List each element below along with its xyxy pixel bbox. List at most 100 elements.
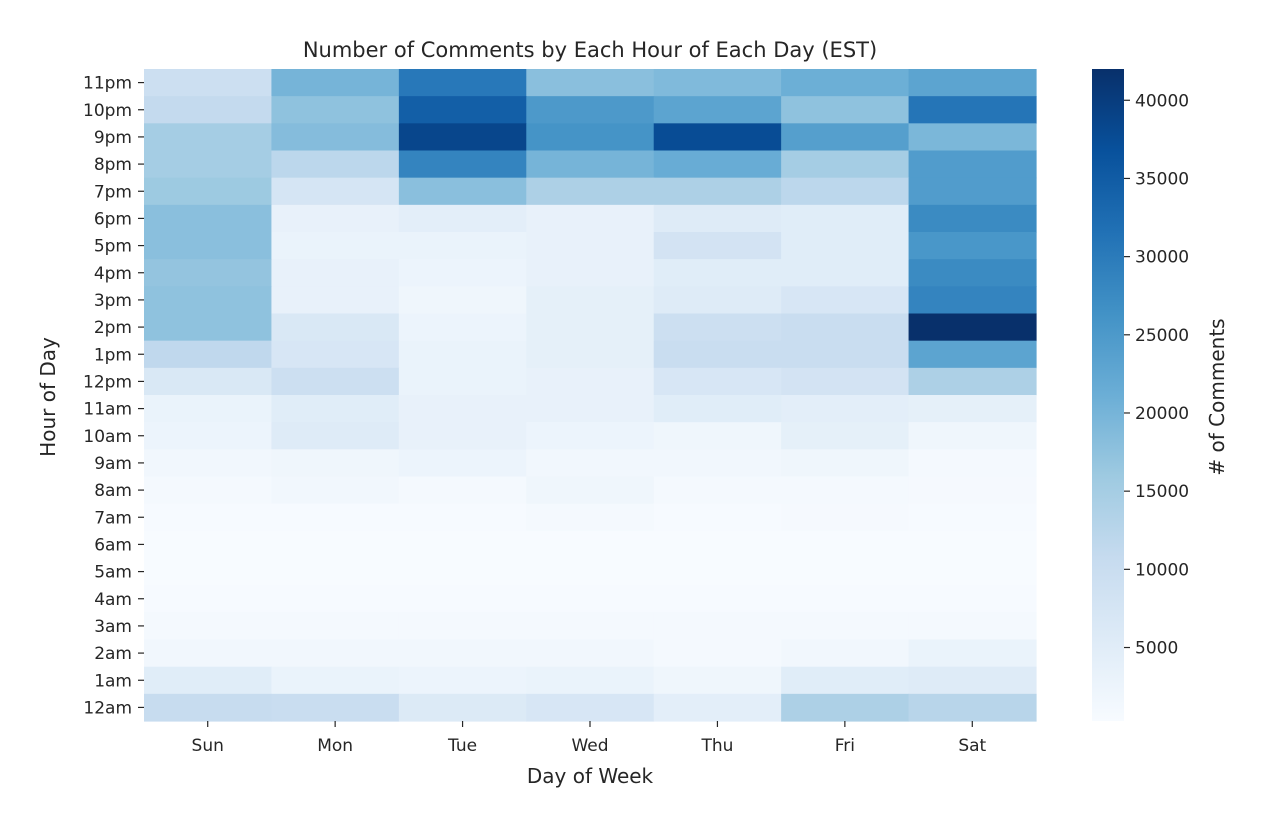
x-tick-label: Wed xyxy=(571,736,608,756)
heatmap-cell-11pm-Tue xyxy=(398,69,527,97)
heatmap-cell-7am-Thu xyxy=(653,503,782,532)
heatmap-cell-7pm-Fri xyxy=(781,177,910,206)
heatmap-cell-5am-Thu xyxy=(653,558,782,586)
heatmap-cell-9pm-Wed xyxy=(526,123,655,152)
y-tick-label: 8am xyxy=(94,481,132,501)
heatmap-cell-12am-Thu xyxy=(653,693,782,722)
heatmap-cell-1am-Sat xyxy=(908,666,1037,695)
heatmap-cell-8pm-Sun xyxy=(144,150,273,179)
heatmap-cell-2pm-Tue xyxy=(398,313,527,342)
heatmap-cell-3am-Mon xyxy=(271,612,400,641)
y-tick-label: 3am xyxy=(94,617,132,637)
y-tick-label: 9am xyxy=(94,454,132,474)
heatmap-cell-1pm-Sun xyxy=(144,340,273,369)
y-tick-label: 6am xyxy=(94,535,132,555)
heatmap-cell-4pm-Thu xyxy=(653,259,782,287)
y-tick-label: 10am xyxy=(83,427,132,447)
y-tick-label: 3pm xyxy=(94,291,132,311)
y-tick-label: 11pm xyxy=(83,74,132,94)
y-tick-label: 9pm xyxy=(94,128,132,148)
heatmap-cell-6pm-Wed xyxy=(526,204,655,233)
y-tick-label: 1pm xyxy=(94,345,132,365)
heatmap-cell-3pm-Tue xyxy=(398,286,527,315)
heatmap-cell-2pm-Mon xyxy=(271,313,400,342)
heatmap-cell-10am-Sat xyxy=(908,422,1037,450)
heatmap-cell-8pm-Mon xyxy=(271,150,400,179)
heatmap-cell-2pm-Wed xyxy=(526,313,655,342)
heatmap-cell-4am-Sat xyxy=(908,585,1037,613)
heatmap-cell-10am-Thu xyxy=(653,422,782,450)
heatmap-cell-11am-Wed xyxy=(526,395,655,423)
heatmap-cell-4am-Fri xyxy=(781,585,910,613)
heatmap-cells xyxy=(144,69,1037,722)
x-tick-label: Thu xyxy=(700,736,733,756)
heatmap-cell-12pm-Sat xyxy=(908,367,1037,396)
heatmap-cell-7am-Fri xyxy=(781,503,910,532)
heatmap-cell-8pm-Thu xyxy=(653,150,782,179)
chart-title: Number of Comments by Each Hour of Each … xyxy=(303,38,877,62)
heatmap-cell-12pm-Tue xyxy=(398,367,527,396)
heatmap-cell-1am-Sun xyxy=(144,666,273,695)
heatmap-cell-7pm-Thu xyxy=(653,177,782,206)
heatmap-cell-11pm-Sun xyxy=(144,69,273,97)
y-tick-label: 7am xyxy=(94,508,132,528)
heatmap-cell-10am-Fri xyxy=(781,422,910,450)
heatmap-cell-2pm-Thu xyxy=(653,313,782,342)
heatmap-cell-6am-Mon xyxy=(271,530,400,559)
y-tick-label: 10pm xyxy=(83,101,132,121)
heatmap-cell-4am-Thu xyxy=(653,585,782,613)
y-tick-label: 5pm xyxy=(94,237,132,257)
colorbar-label: # of Comments xyxy=(1205,318,1229,475)
y-axis: 11pm 10pm 9pm 8pm 7pm 6pm 5pm 4pm 3pm 2pm 1pm 12pm 1… xyxy=(83,74,144,718)
heatmap-cell-3am-Sun xyxy=(144,612,273,641)
heatmap-cell-1am-Thu xyxy=(653,666,782,695)
heatmap-cell-9am-Fri xyxy=(781,449,910,478)
heatmap-cell-1pm-Sat xyxy=(908,340,1037,369)
y-tick-label: 6pm xyxy=(94,209,132,229)
x-tick-label: Sat xyxy=(958,736,986,756)
heatmap-cell-12pm-Fri xyxy=(781,367,910,396)
heatmap-cell-7am-Sat xyxy=(908,503,1037,532)
heatmap-cell-8am-Mon xyxy=(271,476,400,505)
heatmap-cell-4am-Mon xyxy=(271,585,400,613)
heatmap-cell-12am-Tue xyxy=(398,693,527,722)
colorbar-tick-label: 15000 xyxy=(1135,482,1189,502)
heatmap-cell-9am-Wed xyxy=(526,449,655,478)
heatmap-cell-11am-Fri xyxy=(781,395,910,423)
heatmap-cell-5pm-Sat xyxy=(908,232,1037,260)
heatmap-cell-1pm-Mon xyxy=(271,340,400,369)
heatmap-cell-1pm-Thu xyxy=(653,340,782,369)
heatmap-cell-4pm-Sat xyxy=(908,259,1037,287)
heatmap-cell-5pm-Wed xyxy=(526,232,655,260)
heatmap-cell-8pm-Tue xyxy=(398,150,527,179)
heatmap-cell-7pm-Tue xyxy=(398,177,527,206)
heatmap-cell-6am-Sun xyxy=(144,530,273,559)
heatmap-cell-11am-Thu xyxy=(653,395,782,423)
heatmap-cell-2am-Wed xyxy=(526,639,655,668)
y-tick-label: 4pm xyxy=(94,264,132,284)
heatmap-cell-2pm-Sat xyxy=(908,313,1037,342)
heatmap-cell-9pm-Sun xyxy=(144,123,273,152)
heatmap-cell-9am-Tue xyxy=(398,449,527,478)
heatmap-cell-10am-Sun xyxy=(144,422,273,450)
colorbar-tick-label: 10000 xyxy=(1135,560,1189,580)
heatmap-cell-6pm-Fri xyxy=(781,204,910,233)
heatmap-cell-7am-Wed xyxy=(526,503,655,532)
y-tick-label: 8pm xyxy=(94,155,132,175)
heatmap-cell-9am-Sun xyxy=(144,449,273,478)
heatmap-cell-8am-Fri xyxy=(781,476,910,505)
heatmap-cell-8am-Wed xyxy=(526,476,655,505)
heatmap-cell-6pm-Sun xyxy=(144,204,273,233)
y-tick-label: 12pm xyxy=(83,372,132,392)
heatmap-cell-7am-Mon xyxy=(271,503,400,532)
x-tick-label: Tue xyxy=(447,736,477,756)
heatmap-cell-2am-Mon xyxy=(271,639,400,668)
heatmap-cell-4pm-Sun xyxy=(144,259,273,287)
heatmap-cell-7am-Tue xyxy=(398,503,527,532)
heatmap-cell-4pm-Wed xyxy=(526,259,655,287)
heatmap-cell-12pm-Sun xyxy=(144,367,273,396)
heatmap-cell-4am-Sun xyxy=(144,585,273,613)
heatmap-cell-6pm-Tue xyxy=(398,204,527,233)
heatmap-cell-5pm-Sun xyxy=(144,232,273,260)
